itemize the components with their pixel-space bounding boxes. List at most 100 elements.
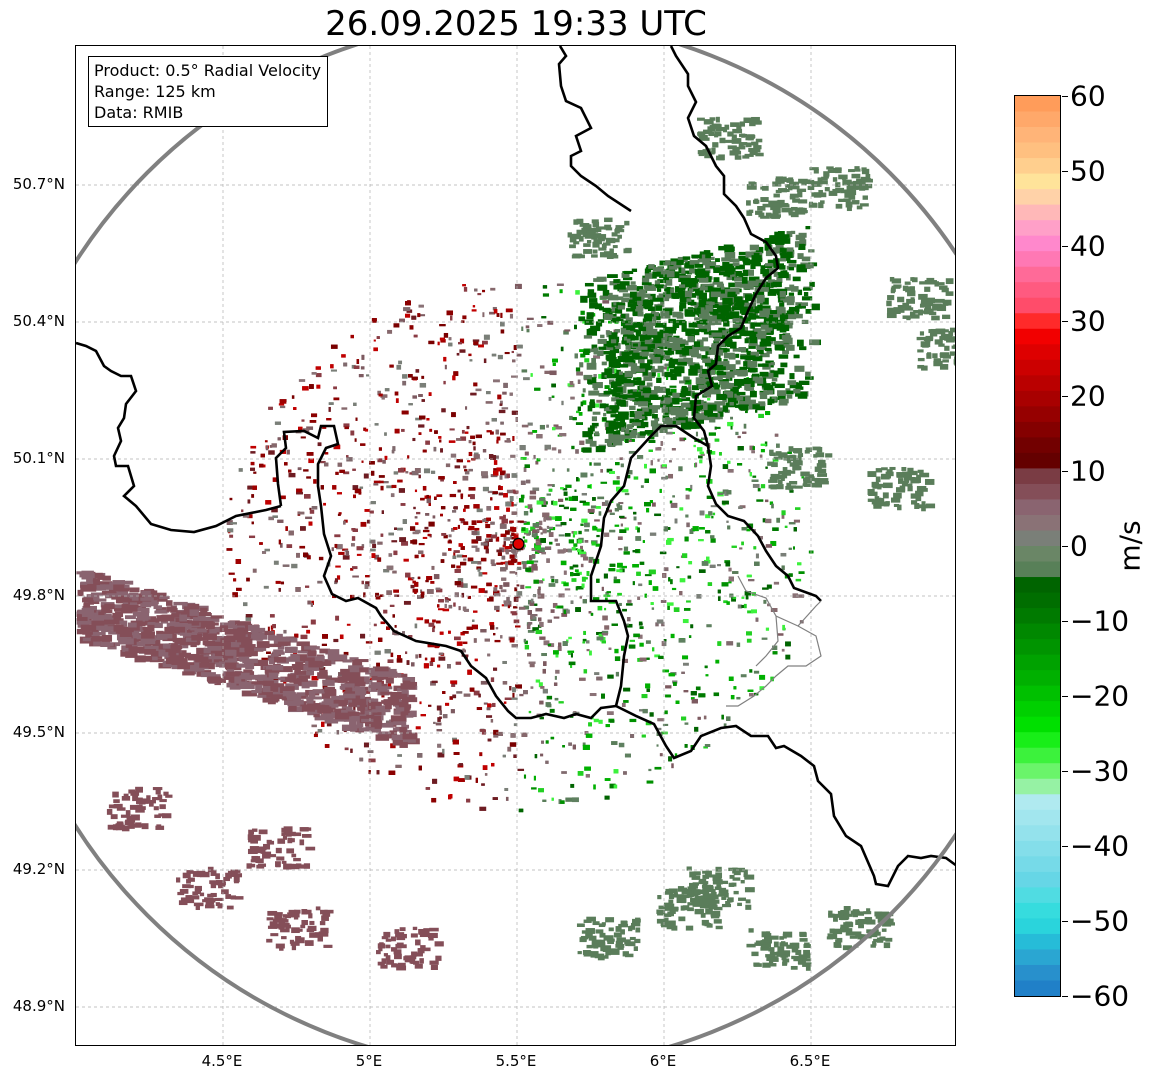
echo-cell [397, 673, 408, 678]
echo-cell [685, 514, 689, 518]
echo-cell [399, 742, 408, 748]
radar-map[interactable] [75, 45, 956, 1046]
echo-cell [385, 720, 393, 725]
echo-cell [485, 421, 490, 425]
echo-cell [344, 747, 349, 751]
echo-cell [741, 527, 747, 531]
echo-cell [285, 526, 288, 531]
echo-cell [702, 415, 713, 421]
echo-cell [394, 428, 400, 434]
echo-cell [391, 484, 397, 489]
echo-cell [688, 635, 692, 639]
echo-cell [560, 522, 567, 526]
echo-cell [755, 408, 758, 413]
echo-cell [623, 700, 629, 703]
echo-cell [494, 585, 498, 588]
echo-cell [268, 516, 274, 521]
echo-cell [583, 348, 591, 353]
echo-cell [539, 636, 546, 640]
echo-cell [212, 637, 221, 645]
echo-cell [596, 528, 603, 532]
echo-cell [572, 744, 576, 750]
echo-cell [696, 594, 702, 599]
echo-cell [409, 472, 412, 475]
echo-cell [493, 470, 499, 476]
echo-cell [336, 544, 343, 550]
echo-cell [552, 484, 555, 487]
echo-cell [97, 574, 104, 580]
echo-cell [437, 608, 445, 611]
echo-cell [359, 757, 364, 762]
echo-cell [616, 569, 623, 573]
echo-cell [485, 523, 491, 529]
echo-cell [319, 648, 328, 654]
echo-cell [580, 401, 584, 407]
echo-cell [369, 510, 374, 514]
echo-cell [728, 576, 734, 582]
echo-cell [205, 621, 214, 625]
echo-cell [296, 641, 310, 646]
echo-cell [766, 349, 773, 354]
echo-cell [142, 601, 158, 607]
echo-cell [672, 495, 675, 498]
echo-cell [452, 510, 457, 513]
echo-cell [482, 518, 489, 523]
echo-cell [550, 736, 555, 740]
echo-cell [113, 608, 127, 612]
echo-cell [521, 561, 528, 565]
echo-cell [539, 424, 545, 430]
echo-cell [350, 567, 354, 571]
echo-cell [529, 495, 537, 500]
echo-cell [223, 636, 231, 642]
echo-cell [745, 594, 749, 600]
echo-cell [406, 309, 413, 313]
echo-cell [659, 753, 663, 757]
echo-cell [566, 639, 569, 643]
echo-cell [755, 553, 759, 559]
echo-cell [512, 552, 518, 558]
echo-cell [475, 388, 482, 392]
echo-cell [396, 364, 402, 370]
echo-cell [335, 615, 340, 621]
echo-cell [378, 723, 394, 728]
echo-cell [698, 569, 706, 573]
echo-cell [752, 446, 755, 450]
echo-cell [264, 440, 268, 443]
echo-cell [700, 453, 705, 456]
echo-cell [662, 669, 670, 673]
echo-cell [511, 548, 516, 553]
echo-cell [535, 629, 543, 635]
echo-cell [616, 610, 620, 614]
echo-cell [682, 553, 688, 559]
echo-cell [343, 423, 350, 428]
echo-cell [326, 418, 332, 421]
echo-cell [737, 604, 743, 609]
echo-cell [490, 474, 498, 478]
echo-cell [357, 707, 366, 711]
echo-cell [403, 736, 416, 743]
echo-cell [510, 541, 514, 544]
echo-cell [727, 460, 731, 464]
echo-cell [224, 628, 238, 635]
echo-cell [125, 643, 138, 648]
echo-cell [658, 655, 664, 660]
echo-cell [460, 546, 465, 550]
echo-cell [470, 494, 475, 500]
echo-cell [492, 797, 498, 800]
echo-cell [265, 666, 282, 670]
echo-cell [335, 444, 338, 449]
echo-cell [568, 539, 574, 544]
echo-cell [713, 692, 720, 697]
echo-cell [455, 661, 462, 665]
echo-cell [685, 494, 690, 500]
echo-cell [505, 796, 509, 801]
echo-cell [306, 629, 311, 634]
echo-cell [387, 659, 394, 663]
echo-cell [471, 309, 477, 312]
echo-cell [531, 787, 537, 790]
echo-cell [563, 491, 568, 496]
echo-cell [334, 713, 350, 720]
echo-cell [510, 611, 518, 614]
echo-cell [613, 769, 619, 774]
echo-cell [324, 718, 339, 724]
